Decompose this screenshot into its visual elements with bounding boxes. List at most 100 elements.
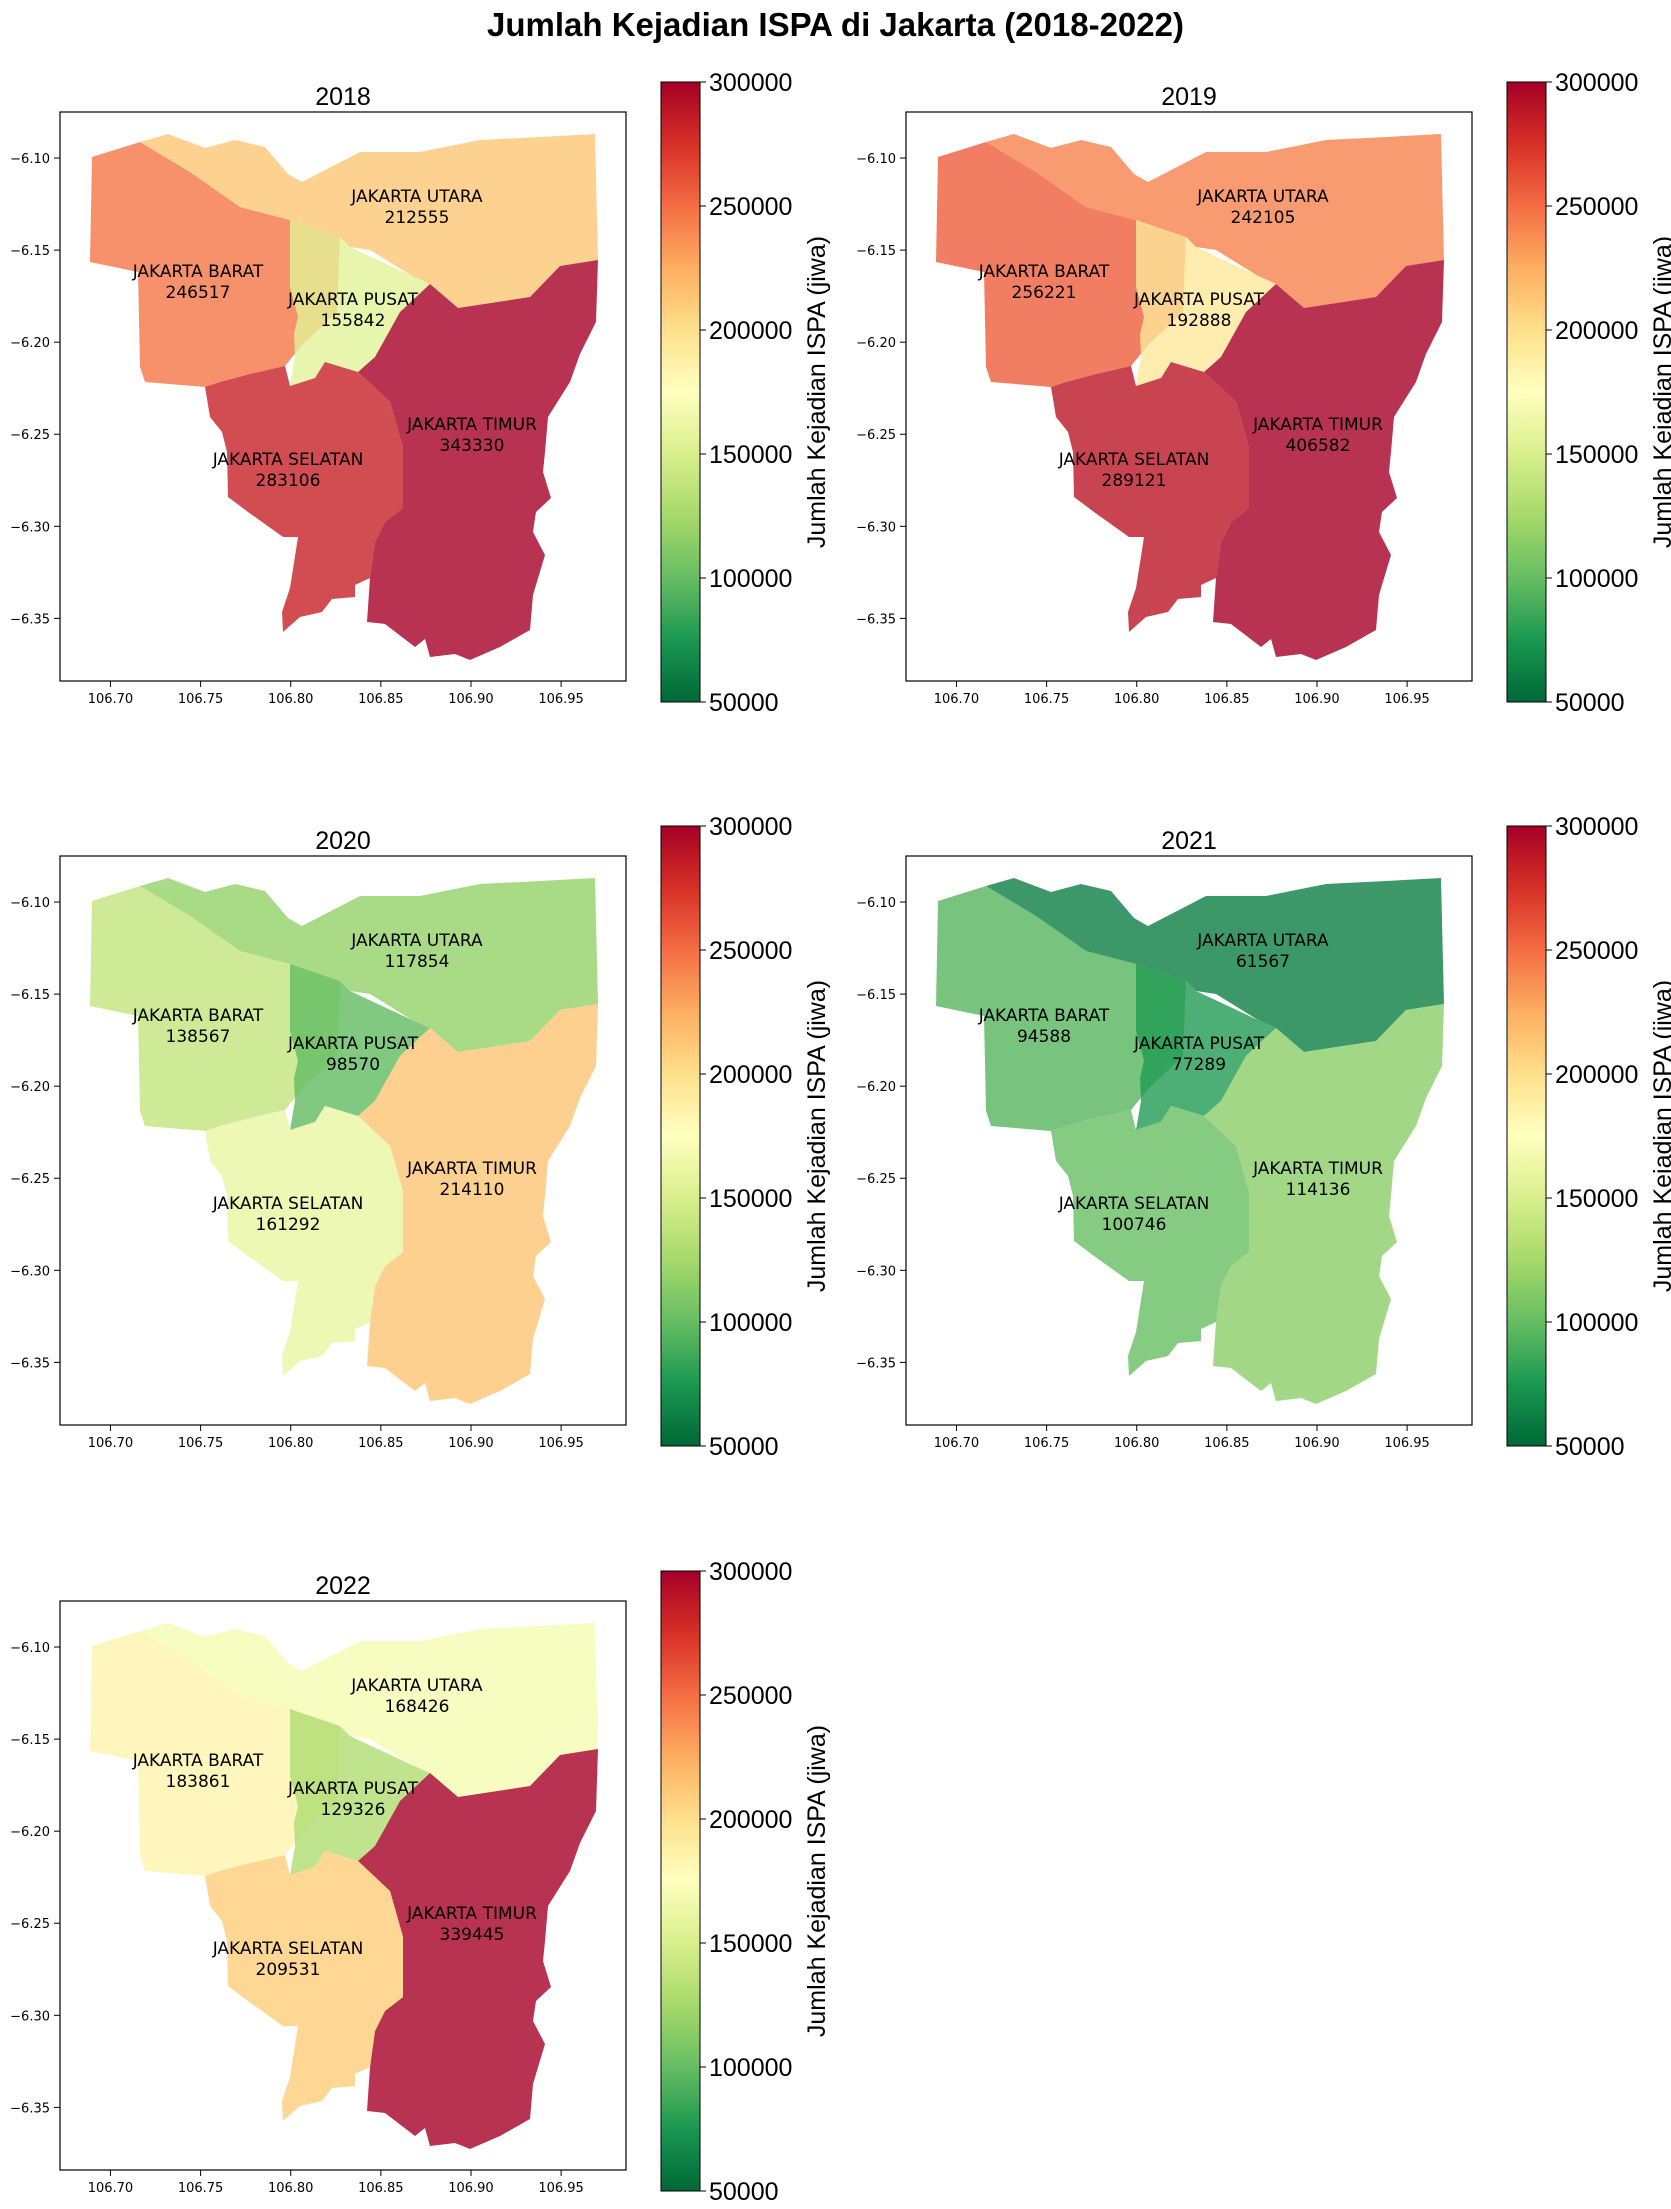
x-tick-label: 106.85 — [358, 1436, 404, 1451]
region-jakarta-utara — [986, 134, 1444, 308]
region-jakarta-selatan — [1051, 362, 1249, 632]
x-tick-label: 106.95 — [538, 692, 584, 707]
colorbar-label: Jumlah Kejadian ISPA (jiwa) — [803, 980, 831, 1292]
region-value-label: 242105 — [1231, 208, 1296, 228]
colorbar-tick-label: 100000 — [709, 565, 792, 593]
region-name-label: JAKARTA SELATAN — [1058, 450, 1210, 470]
region-value-label: 183861 — [166, 1772, 231, 1792]
colorbar-tick-label: 100000 — [1555, 1309, 1638, 1337]
panel-title: 2018 — [315, 83, 371, 111]
colorbar-tick-label: 300000 — [709, 1558, 792, 1586]
x-tick-label: 106.90 — [448, 1436, 494, 1451]
colorbar-label: Jumlah Kejadian ISPA (jiwa) — [1649, 980, 1671, 1292]
y-tick-label: −6.15 — [856, 244, 896, 259]
y-tick-label: −6.30 — [856, 520, 896, 535]
x-tick-label: 106.80 — [268, 1436, 314, 1451]
colorbar-gradient — [1506, 81, 1547, 703]
region-jakarta-barat — [936, 142, 1186, 387]
colorbar: 50000 100000 150000 200000 250000 300000 Jumla… — [1506, 813, 1671, 1461]
region-value-label: 155842 — [321, 311, 386, 331]
region-name-label: JAKARTA TIMUR — [406, 1159, 537, 1179]
x-tick-label: 106.80 — [1114, 1436, 1160, 1451]
y-tick-label: −6.35 — [10, 612, 50, 627]
x-tick-label: 106.70 — [934, 692, 980, 707]
y-tick-label: −6.35 — [10, 1356, 50, 1371]
region-value-label: 114136 — [1286, 1180, 1351, 1200]
x-tick-label: 106.85 — [358, 2181, 404, 2196]
colorbar-tick-label: 150000 — [709, 1185, 792, 1213]
y-tick-label: −6.30 — [10, 520, 50, 535]
y-tick-label: −6.30 — [10, 2009, 50, 2024]
y-tick-label: −6.20 — [10, 336, 50, 351]
region-jakarta-pusat — [290, 220, 430, 386]
region-jakarta-barat — [90, 142, 340, 387]
colorbar-tick-label: 200000 — [709, 317, 792, 345]
region-value-label: 339445 — [440, 1925, 505, 1945]
colorbar-tick-label: 100000 — [1555, 565, 1638, 593]
y-tick-label: −6.30 — [856, 1264, 896, 1279]
axes-frame — [905, 855, 1473, 1426]
axes-frame — [905, 111, 1473, 682]
x-tick-label: 106.80 — [268, 692, 314, 707]
region-value-label: 289121 — [1102, 471, 1167, 491]
x-tick-label: 106.90 — [448, 2181, 494, 2196]
region-jakarta-selatan — [205, 362, 403, 632]
region-value-label: 246517 — [166, 283, 231, 303]
region-value-label: 168426 — [385, 1697, 450, 1717]
x-tick-label: 106.70 — [88, 1436, 134, 1451]
region-name-label: JAKARTA SELATAN — [212, 1194, 364, 1214]
colorbar-tick-label: 300000 — [1555, 813, 1638, 841]
region-jakarta-utara — [140, 878, 598, 1052]
region-name-label: JAKARTA BARAT — [978, 262, 1110, 282]
colorbar-tick-label: 50000 — [709, 1433, 779, 1461]
colorbar-tick-label: 50000 — [709, 689, 779, 717]
x-tick-label: 106.75 — [178, 692, 224, 707]
region-value-label: 212555 — [385, 208, 450, 228]
region-jakarta-timur — [358, 260, 598, 660]
colorbar-tick-label: 250000 — [709, 1682, 792, 1710]
x-tick-label: 106.80 — [1114, 692, 1160, 707]
y-tick-label: −6.20 — [10, 1825, 50, 1840]
region-name-label: JAKARTA BARAT — [978, 1006, 1110, 1026]
region-value-label: 283106 — [256, 471, 321, 491]
y-tick-label: −6.10 — [10, 152, 50, 167]
x-tick-label: 106.90 — [1294, 692, 1340, 707]
x-tick-label: 106.80 — [268, 2181, 314, 2196]
figure-title: Jumlah Kejadian ISPA di Jakarta (2018-20… — [487, 6, 1184, 43]
colorbar-label: Jumlah Kejadian ISPA (jiwa) — [803, 1725, 831, 2037]
y-tick-label: −6.25 — [856, 1172, 896, 1187]
colorbar-label: Jumlah Kejadian ISPA (jiwa) — [1649, 236, 1671, 548]
region-jakarta-pusat — [1136, 220, 1276, 386]
colorbar: 50000 100000 150000 200000 250000 300000 Jumla… — [1506, 69, 1671, 717]
y-tick-label: −6.35 — [856, 1356, 896, 1371]
region-name-label: JAKARTA PUSAT — [287, 290, 419, 310]
region-name-label: JAKARTA BARAT — [132, 1751, 264, 1771]
panel-title: 2019 — [1161, 83, 1217, 111]
colorbar-tick-label: 300000 — [1555, 69, 1638, 97]
colorbar-tick-label: 250000 — [709, 937, 792, 965]
region-jakarta-pusat — [290, 964, 430, 1130]
region-jakarta-utara — [986, 878, 1444, 1052]
y-tick-label: −6.15 — [10, 244, 50, 259]
region-value-label: 214110 — [440, 1180, 505, 1200]
colorbar-tick-label: 200000 — [709, 1806, 792, 1834]
colorbar-gradient — [660, 825, 701, 1447]
axes-frame — [59, 111, 627, 682]
region-name-label: JAKARTA PUSAT — [1133, 290, 1265, 310]
region-value-label: 192888 — [1167, 311, 1232, 331]
x-tick-label: 106.70 — [934, 1436, 980, 1451]
region-name-label: JAKARTA TIMUR — [406, 1904, 537, 1924]
region-value-label: 77289 — [1172, 1055, 1226, 1075]
region-jakarta-timur — [358, 1749, 598, 2149]
x-tick-label: 106.90 — [1294, 1436, 1340, 1451]
y-tick-label: −6.25 — [10, 1172, 50, 1187]
x-tick-label: 106.85 — [1204, 1436, 1250, 1451]
colorbar-tick-label: 150000 — [709, 441, 792, 469]
y-tick-label: −6.25 — [10, 428, 50, 443]
